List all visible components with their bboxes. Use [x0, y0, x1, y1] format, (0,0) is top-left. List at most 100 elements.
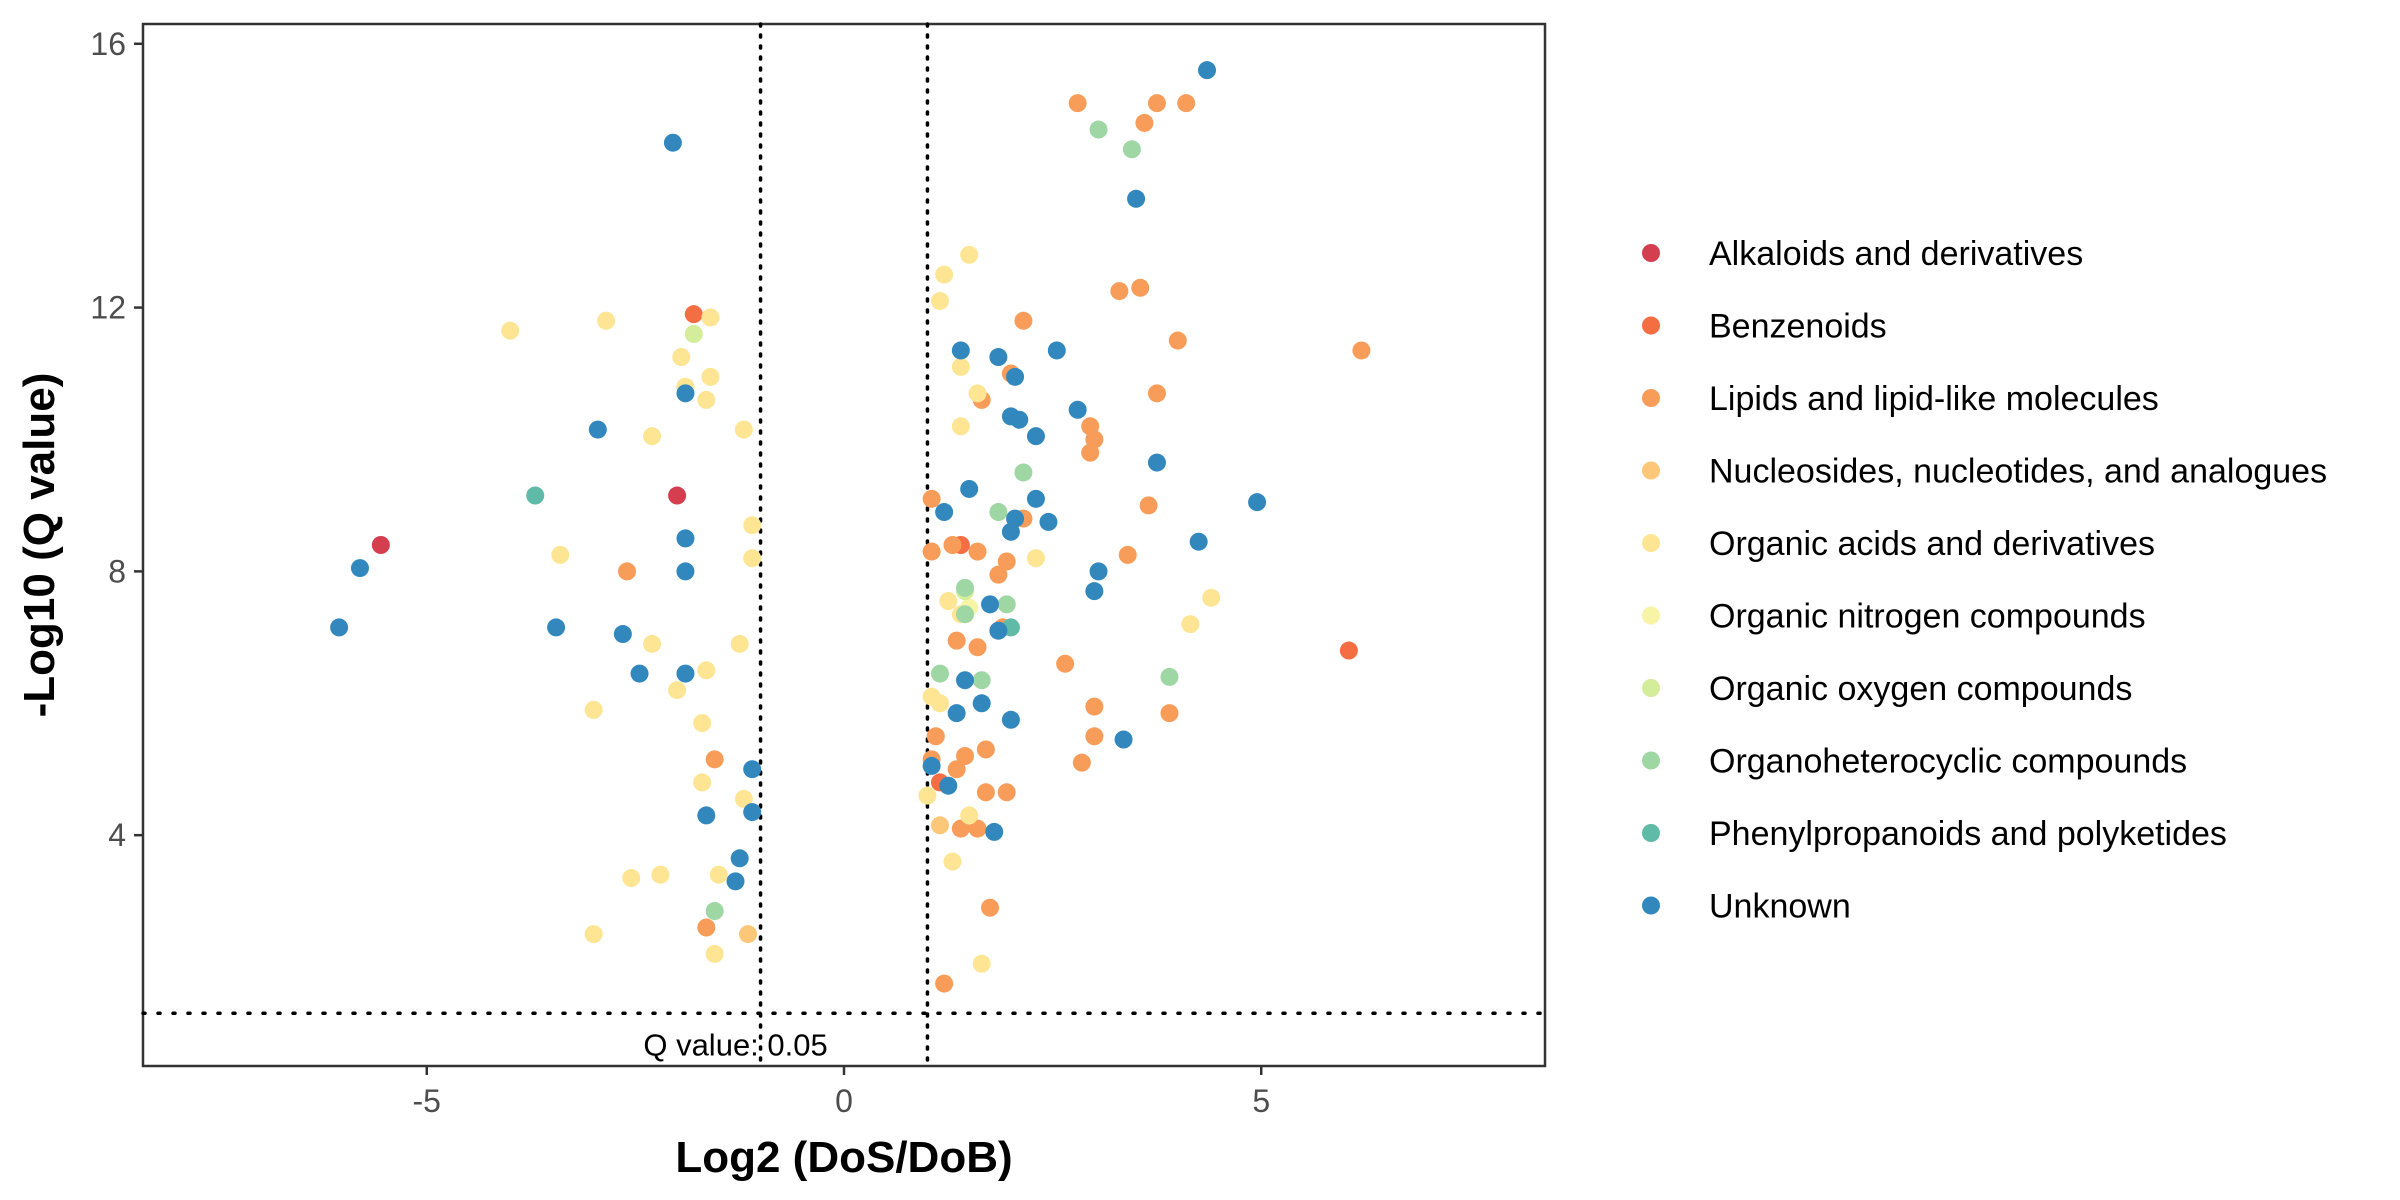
point-nucleosides-nucleotides-and-analogues: [739, 925, 758, 944]
point-unknown: [1085, 582, 1104, 601]
point-unknown: [1147, 453, 1166, 472]
point-organic-acids-and-derivatives: [960, 806, 979, 825]
point-organoheterocyclic-compounds: [1014, 463, 1033, 482]
legend-label: Nucleosides, nucleotides, and analogues: [1709, 453, 2327, 491]
point-organic-acids-and-derivatives: [734, 789, 753, 808]
plot-panel: [141, 22, 1547, 1068]
point-organic-acids-and-derivatives: [951, 417, 970, 436]
point-organoheterocyclic-compounds: [930, 664, 949, 683]
point-organic-acids-and-derivatives: [622, 869, 641, 888]
point-lipids-and-lipid-like-molecules: [1068, 94, 1087, 113]
point-organic-acids-and-derivatives: [697, 390, 716, 409]
point-unknown: [1089, 562, 1108, 581]
point-organoheterocyclic-compounds: [705, 902, 724, 921]
point-alkaloids-and-derivatives: [668, 486, 687, 505]
point-organoheterocyclic-compounds: [956, 578, 975, 597]
legend-label: Organic acids and derivatives: [1709, 525, 2155, 563]
point-lipids-and-lipid-like-molecules: [968, 638, 987, 657]
point-lipids-and-lipid-like-molecules: [947, 631, 966, 650]
point-unknown: [630, 664, 649, 683]
legend-marker: [1642, 606, 1660, 625]
legend-label: Organic nitrogen compounds: [1709, 598, 2146, 636]
y-tick-label: 8: [108, 553, 126, 589]
x-axis-title: Log2 (DoS/DoB): [675, 1133, 1012, 1182]
point-lipids-and-lipid-like-molecules: [1135, 113, 1154, 132]
point-benzenoids: [1339, 641, 1358, 660]
point-organoheterocyclic-compounds: [997, 595, 1016, 614]
point-unknown: [989, 621, 1008, 640]
point-organic-acids-and-derivatives: [935, 265, 954, 284]
legend-item-organoheterocyclic-compounds: Organoheterocyclic compounds: [1642, 743, 2187, 781]
legend: Alkaloids and derivatives Benzenoids Lipid…: [1642, 235, 2327, 926]
legend-marker: [1642, 461, 1660, 480]
point-lipids-and-lipid-like-molecules: [922, 489, 941, 508]
x-tick-label: 5: [1252, 1083, 1270, 1119]
point-lipids-and-lipid-like-molecules: [943, 536, 962, 554]
point-organic-acids-and-derivatives: [643, 427, 662, 446]
point-organic-acids-and-derivatives: [693, 714, 712, 733]
legend-label: Alkaloids and derivatives: [1709, 235, 2083, 273]
point-organic-acids-and-derivatives: [734, 420, 753, 439]
point-organic-acids-and-derivatives: [709, 865, 728, 884]
point-unknown: [676, 664, 695, 683]
point-organic-acids-and-derivatives: [643, 634, 662, 653]
y-tick-label: 16: [90, 26, 126, 62]
point-organic-acids-and-derivatives: [930, 694, 949, 713]
point-unknown: [972, 694, 991, 713]
point-lipids-and-lipid-like-molecules: [981, 898, 1000, 917]
legend-label: Organoheterocyclic compounds: [1709, 743, 2187, 781]
point-lipids-and-lipid-like-molecules: [705, 750, 724, 769]
legend-label: Organic oxygen compounds: [1709, 670, 2132, 708]
point-unknown: [588, 420, 607, 439]
point-lipids-and-lipid-like-molecules: [1085, 697, 1104, 716]
point-alkaloids-and-derivatives: [371, 536, 390, 554]
point-unknown: [960, 479, 979, 498]
point-unknown: [350, 559, 369, 578]
point-organic-acids-and-derivatives: [693, 773, 712, 792]
point-lipids-and-lipid-like-molecules: [951, 819, 970, 838]
point-lipids-and-lipid-like-molecules: [1147, 384, 1166, 403]
point-unknown: [1047, 341, 1066, 360]
point-lipids-and-lipid-like-molecules: [935, 974, 954, 993]
legend-marker: [1642, 389, 1660, 407]
x-axis-ticks: -5 0 5: [413, 1066, 1270, 1119]
point-unknown: [743, 803, 762, 822]
legend-label: Unknown: [1709, 888, 1851, 926]
point-lipids-and-lipid-like-molecules: [1139, 496, 1158, 515]
legend-item-organic-acids-and-derivatives: Organic acids and derivatives: [1642, 525, 2155, 563]
point-unknown: [1001, 522, 1020, 541]
legend-marker: [1642, 824, 1660, 842]
point-lipids-and-lipid-like-molecules: [1352, 341, 1371, 360]
point-lipids-and-lipid-like-molecules: [926, 727, 945, 746]
point-lipids-and-lipid-like-molecules: [956, 747, 975, 766]
point-organic-acids-and-derivatives: [697, 661, 716, 680]
point-lipids-and-lipid-like-molecules: [697, 918, 716, 937]
legend-marker: [1642, 534, 1660, 552]
point-organic-acids-and-derivatives: [584, 925, 603, 944]
point-unknown: [1198, 61, 1217, 80]
point-organic-acids-and-derivatives: [918, 786, 937, 805]
point-unknown: [1026, 427, 1045, 446]
point-unknown: [985, 822, 1004, 841]
point-organic-acids-and-derivatives: [651, 865, 670, 884]
point-organic-acids-and-derivatives: [951, 357, 970, 376]
point-unknown: [951, 341, 970, 360]
point-unknown: [613, 625, 632, 644]
point-phenylpropanoids-and-polyketides: [526, 486, 545, 505]
point-organic-acids-and-derivatives: [701, 308, 720, 327]
q-value-annotation: Q value: 0.05: [643, 1028, 827, 1063]
point-unknown: [1039, 512, 1058, 531]
point-unknown: [663, 133, 682, 152]
legend-item-phenylpropanoids-and-polyketides: Phenylpropanoids and polyketides: [1642, 815, 2227, 853]
point-organoheterocyclic-compounds: [972, 671, 991, 690]
point-unknown: [547, 618, 566, 637]
legend-marker: [1642, 316, 1660, 335]
point-organic-oxygen-compounds: [684, 324, 703, 343]
legend-label: Phenylpropanoids and polyketides: [1709, 815, 2227, 853]
point-unknown: [676, 562, 695, 581]
point-organic-acids-and-derivatives: [743, 516, 762, 535]
legend-label: Benzenoids: [1709, 308, 1887, 346]
legend-item-unknown: Unknown: [1642, 888, 1851, 926]
point-unknown: [981, 595, 1000, 614]
point-organic-acids-and-derivatives: [668, 681, 687, 700]
